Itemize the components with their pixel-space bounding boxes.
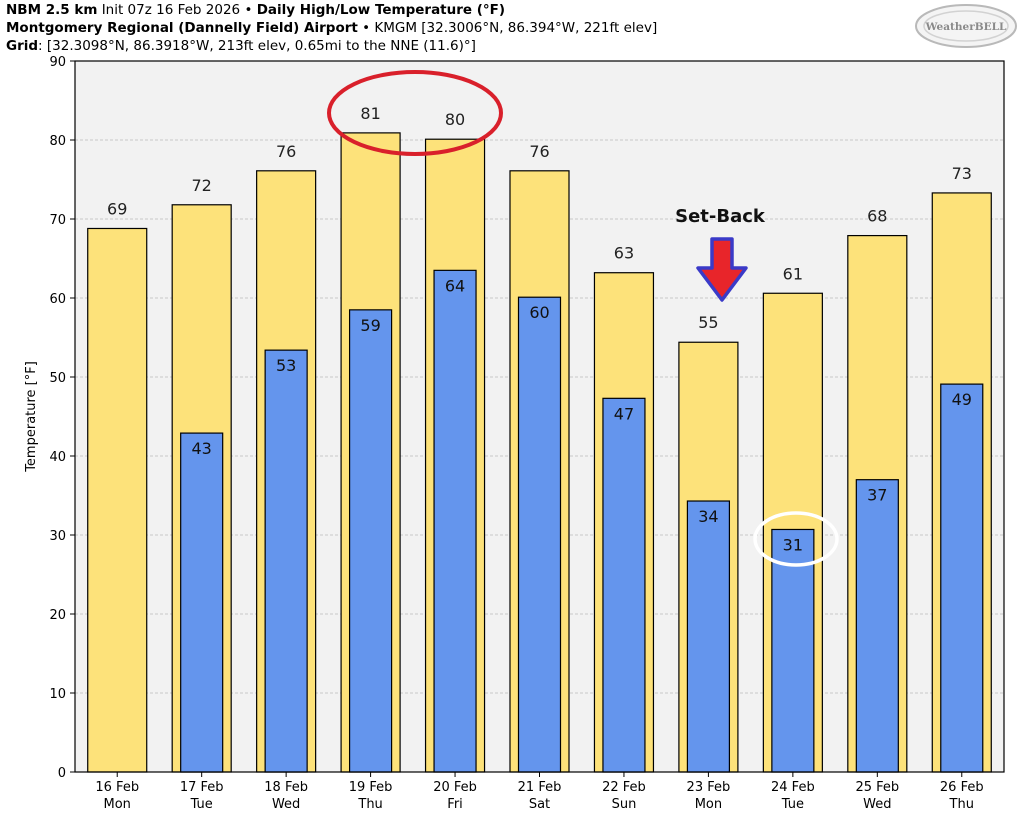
low-temp-bar: [855, 479, 899, 773]
station-line: Montgomery Regional (Dannelly Field) Air…: [6, 19, 657, 37]
low-temp-label: 43: [192, 439, 212, 458]
low-temp-label: 49: [952, 390, 972, 409]
grid-label: Grid: [6, 38, 39, 54]
low-temp-bar: [180, 432, 224, 773]
x-tick-day: Tue: [781, 797, 804, 812]
x-tick-day: Tue: [190, 797, 213, 812]
down-arrow-icon: [696, 237, 748, 302]
x-tick-date: 17 Feb: [180, 780, 224, 795]
high-temp-label: 80: [445, 110, 465, 129]
low-temp-label: 47: [614, 404, 634, 423]
high-temp-label: 76: [529, 142, 549, 161]
grid-info: : [32.3098°N, 86.3918°W, 213ft elev, 0.6…: [38, 38, 476, 54]
y-tick-label: 10: [49, 687, 66, 702]
x-tick-date: 16 Feb: [95, 780, 139, 795]
low-temp-bar: [433, 269, 477, 773]
x-tick-day: Thu: [949, 797, 974, 812]
low-temp-label: 59: [360, 316, 380, 335]
low-temp-bar: [517, 296, 562, 773]
y-tick-label: 20: [49, 608, 66, 623]
x-tick-date: 23 Feb: [687, 780, 731, 795]
high-temp-label: 63: [614, 244, 634, 263]
high-temp-label: 69: [107, 199, 127, 218]
high-temp-bar: [87, 227, 148, 773]
y-tick-label: 70: [49, 213, 66, 228]
station-name: Montgomery Regional (Dannelly Field) Air…: [6, 20, 358, 36]
x-tick-day: Sat: [529, 797, 550, 812]
y-tick-label: 80: [49, 134, 66, 149]
high-temp-label: 61: [783, 264, 803, 283]
x-tick-day: Sun: [612, 797, 637, 812]
plot-frame: [74, 60, 1005, 773]
low-temp-label: 31: [783, 535, 803, 554]
x-tick-date: 18 Feb: [264, 780, 308, 795]
chart-title-line: NBM 2.5 km Init 07z 16 Feb 2026 • Daily …: [6, 1, 505, 19]
low-temp-label: 34: [698, 507, 718, 526]
low-temp-label: 53: [276, 356, 296, 375]
title-separator: •: [244, 2, 253, 18]
x-tick-date: 25 Feb: [855, 780, 899, 795]
x-tick-day: Thu: [357, 797, 382, 812]
model-name: NBM 2.5 km: [6, 2, 98, 18]
x-tick-day: Fri: [447, 797, 463, 812]
y-tick-label: 50: [49, 371, 66, 386]
low-temp-bar: [686, 500, 731, 773]
logo-text: WeatherBELL: [925, 21, 1007, 33]
low-temp-bar: [264, 349, 308, 773]
y-tick-label: 60: [49, 292, 66, 307]
x-tick-date: 26 Feb: [940, 780, 984, 795]
chart-title: Daily High/Low Temperature (°F): [256, 2, 506, 18]
low-temp-bar: [940, 383, 984, 773]
low-temp-bar: [602, 397, 646, 773]
high-temp-label: 68: [867, 207, 887, 226]
y-tick-label: 90: [49, 55, 66, 70]
y-axis-label: Temperature [°F]: [24, 361, 39, 473]
low-temp-label: 64: [445, 276, 465, 295]
x-tick-date: 19 Feb: [349, 780, 393, 795]
low-temp-label: 60: [529, 303, 549, 322]
high-temp-label: 55: [698, 313, 718, 332]
y-tick-label: 0: [58, 766, 66, 781]
setback-label: Set-Back: [675, 206, 766, 227]
low-temp-bar: [348, 309, 393, 773]
init-time: Init 07z 16 Feb 2026: [101, 2, 241, 18]
red-circle-annotation: [327, 70, 503, 156]
x-tick-day: Mon: [695, 797, 722, 812]
x-tick-date: 21 Feb: [518, 780, 562, 795]
x-tick-day: Wed: [272, 797, 300, 812]
grid-line: Grid: [32.3098°N, 86.3918°W, 213ft elev,…: [6, 37, 476, 55]
high-temp-label: 72: [192, 176, 212, 195]
low-temp-bar: [771, 528, 815, 773]
low-temp-label: 37: [867, 486, 887, 505]
high-temp-label: 76: [276, 142, 296, 161]
x-tick-date: 22 Feb: [602, 780, 646, 795]
weatherbell-logo: WeatherBELL: [915, 4, 1017, 48]
y-tick-label: 30: [49, 529, 66, 544]
high-temp-label: 81: [360, 104, 380, 123]
station-info: • KMGM [32.3006°N, 86.394°W, 221ft elev]: [362, 20, 658, 36]
x-tick-day: Mon: [104, 797, 131, 812]
x-tick-day: Wed: [863, 797, 891, 812]
y-tick-label: 40: [49, 450, 66, 465]
high-temp-label: 73: [952, 164, 972, 183]
white-circle-annotation: [753, 511, 839, 567]
x-tick-date: 24 Feb: [771, 780, 815, 795]
x-tick-date: 20 Feb: [433, 780, 477, 795]
